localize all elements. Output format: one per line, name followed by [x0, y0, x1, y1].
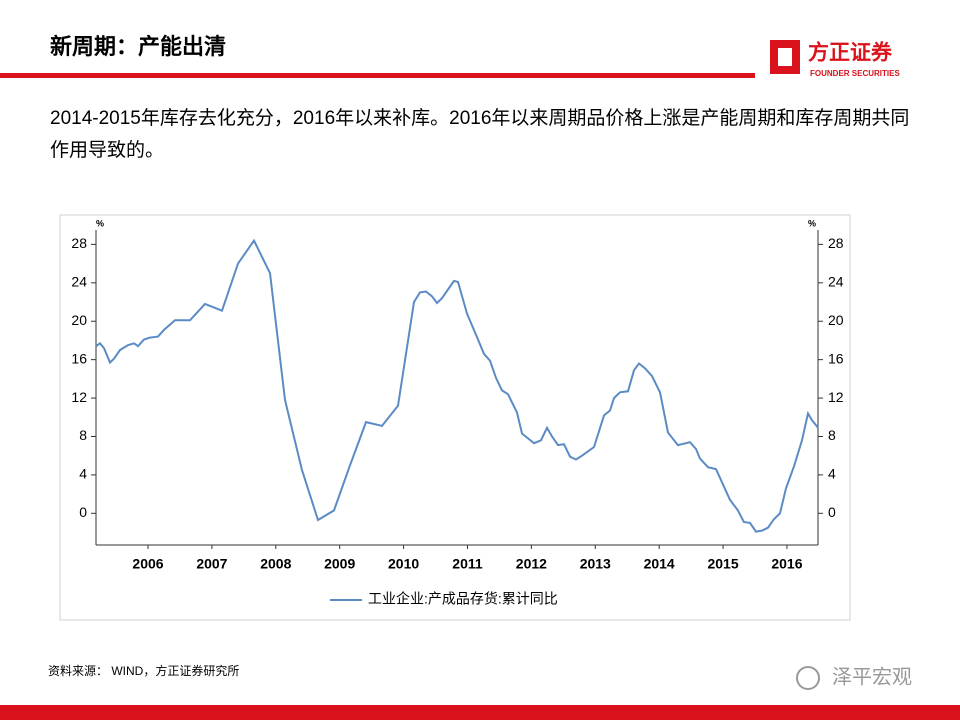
body-text: 2014-2015年库存去化充分，2016年以来补库。2016年以来周期品价格上… [50, 108, 910, 161]
y-tick-label: 24 [71, 274, 87, 290]
x-tick-label: 2009 [324, 556, 355, 572]
series-line [95, 238, 819, 533]
chart-frame [59, 214, 851, 621]
y2-tick-label: 16 [828, 350, 844, 366]
y-tick-label: 4 [79, 466, 87, 482]
watermark-icon [796, 666, 820, 690]
logo-icon-inner [778, 48, 792, 66]
x-tick-label: 2012 [516, 556, 547, 572]
x-tick-label: 2006 [132, 556, 163, 572]
x-tick-label: 2010 [388, 556, 419, 572]
y-tick-label: 16 [71, 350, 87, 366]
legend-label: 工业企业:产成品存货:累计同比 [368, 591, 558, 607]
x-tick-label: 2007 [196, 556, 227, 572]
x-tick-label: 2013 [580, 556, 611, 572]
logo-name: 方正证券 [808, 41, 893, 65]
slide-title: 新周期：产能出清 [50, 34, 226, 59]
y2-tick-label: 0 [828, 504, 836, 520]
y-tick-label: 8 [79, 427, 87, 443]
body-text-box: 2014-2015年库存去化充分，2016年以来补库。2016年以来周期品价格上… [50, 108, 910, 161]
y-unit: % [96, 218, 104, 228]
x-tick-label: 2008 [260, 556, 291, 572]
y2-tick-label: 8 [828, 427, 836, 443]
footer-bar [0, 705, 960, 720]
y-tick-label: 20 [71, 312, 87, 328]
source-note: 资料来源： WIND，方正证券研究所 [48, 663, 239, 678]
y-tick-label: 28 [71, 235, 87, 251]
x-tick-label: 2015 [707, 556, 738, 572]
y2-unit: % [808, 218, 816, 228]
watermark: 泽平宏观 [832, 665, 912, 688]
y2-tick-label: 24 [828, 274, 844, 290]
y2-tick-label: 12 [828, 389, 844, 405]
y2-tick-label: 20 [828, 312, 844, 328]
y2-tick-label: 28 [828, 235, 844, 251]
title-rule [0, 73, 755, 78]
x-tick-label: 2011 [452, 556, 483, 572]
x-tick-label: 2016 [771, 556, 802, 572]
y-tick-label: 0 [79, 504, 87, 520]
x-tick-label: 2014 [644, 556, 675, 572]
y2-tick-label: 4 [828, 466, 836, 482]
logo-sub: FOUNDER SECURITIES [810, 69, 900, 78]
y-tick-label: 12 [71, 389, 87, 405]
